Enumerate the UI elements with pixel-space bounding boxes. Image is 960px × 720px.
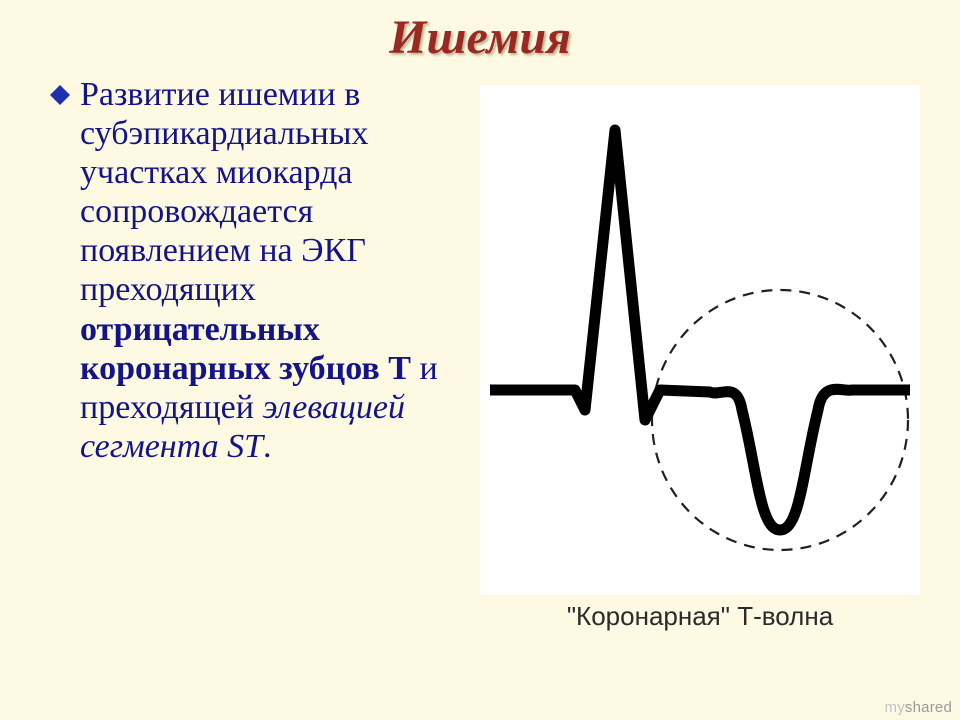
watermark-part1: my xyxy=(885,699,905,716)
ecg-diagram xyxy=(480,85,920,595)
bullet-intro: Развитие ишемии в субэпикардиальных учас… xyxy=(80,76,369,308)
bullet-bold-1: отрицательных коронарных зубцов Т xyxy=(80,311,411,387)
diamond-bullet-icon xyxy=(50,85,70,105)
ecg-svg xyxy=(480,90,920,590)
figure-caption: "Коронарная" Т-волна xyxy=(567,601,833,632)
text-column: Развитие ишемии в субэпикардиальных учас… xyxy=(50,75,480,466)
watermark: myshared xyxy=(885,699,952,716)
bullet-end: . xyxy=(263,428,272,465)
content-row: Развитие ишемии в субэпикардиальных учас… xyxy=(0,75,960,632)
watermark-part2: shared xyxy=(905,699,952,716)
bullet-item: Развитие ишемии в субэпикардиальных учас… xyxy=(50,75,470,466)
slide-title: Ишемия xyxy=(0,0,960,65)
bullet-text: Развитие ишемии в субэпикардиальных учас… xyxy=(80,75,470,466)
figure-column: "Коронарная" Т-волна xyxy=(480,75,920,632)
slide: Ишемия Развитие ишемии в субэпикардиальн… xyxy=(0,0,960,720)
